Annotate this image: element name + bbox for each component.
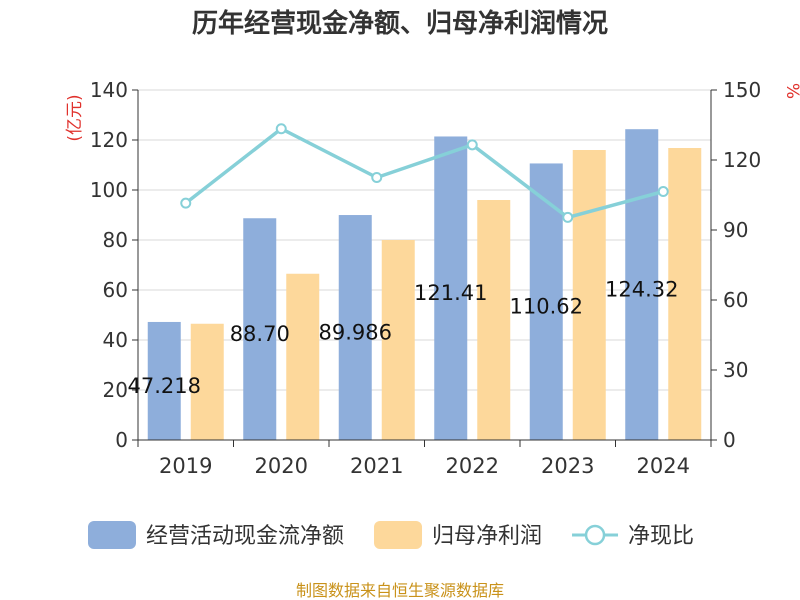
axes: 0 20 40 60 80 100 120 140 0 30 60 90 120 150 2019 2020 2… — [65, 78, 800, 478]
x-tick-label: 2021 — [350, 454, 403, 478]
bar — [625, 129, 659, 440]
right-tick-label: 60 — [723, 288, 748, 312]
right-tick-label: 120 — [723, 148, 761, 172]
data-label: 89.986 — [319, 321, 392, 345]
ratio-point — [657, 186, 669, 197]
ratio-point — [562, 211, 574, 223]
x-tick-label: 2022 — [446, 454, 499, 478]
bar — [190, 323, 224, 440]
legend: 经营活动现金流净额 归母净利润 净现比 — [88, 521, 694, 549]
x-tick-label: 2023 — [541, 454, 594, 478]
ratio-point — [466, 139, 478, 151]
grid-lines — [138, 89, 711, 441]
bar — [668, 148, 702, 440]
left-tick-label: 0 — [115, 428, 128, 452]
bar — [286, 273, 320, 440]
left-tick-label: 80 — [103, 228, 128, 252]
left-tick-label: 40 — [103, 328, 128, 352]
legend-label: 经营活动现金流净额 — [146, 524, 344, 549]
right-tick-label: 150 — [723, 78, 761, 102]
bar — [338, 215, 372, 440]
bar — [243, 218, 277, 440]
left-tick-label: 120 — [90, 128, 128, 152]
ratio-point — [275, 123, 287, 135]
ratio-line-path — [184, 126, 664, 220]
left-tick-label: 140 — [90, 78, 128, 102]
data-label: 121.41 — [414, 281, 487, 305]
right-tick-label: 30 — [723, 358, 748, 382]
x-tick-label: 2024 — [637, 454, 690, 478]
left-tick-label: 60 — [103, 278, 128, 302]
right-tick-label: 0 — [723, 428, 736, 452]
ratio-point — [371, 172, 383, 183]
bars — [147, 129, 702, 440]
source-note: 制图数据来自恒生聚源数据库 — [296, 581, 504, 600]
x-tick-label: 2020 — [255, 454, 308, 478]
left-tick-label: 100 — [90, 178, 128, 202]
x-tick-label: 2019 — [159, 454, 212, 478]
bar — [434, 136, 468, 440]
ratio-point — [180, 197, 192, 209]
legend-swatch — [374, 521, 423, 549]
data-label: 110.62 — [510, 295, 583, 319]
bar — [572, 150, 606, 440]
data-label: 88.70 — [230, 322, 290, 346]
chart-title: 历年经营现金净额、归母净利润情况 — [192, 8, 608, 39]
bar — [147, 321, 181, 440]
left-tick-label: 20 — [103, 378, 128, 402]
right-tick-label: 90 — [723, 218, 748, 242]
bar — [381, 240, 415, 440]
data-label: 47.218 — [128, 374, 201, 398]
right-axis-unit: % — [782, 83, 800, 99]
legend-label: 归母净利润 — [432, 524, 542, 549]
bar — [477, 200, 511, 440]
data-labels: 47.218 88.70 89.986 121.41 110.62 124.32 — [128, 278, 679, 398]
legend-label: 净现比 — [628, 524, 694, 549]
legend-line-marker — [584, 524, 606, 546]
left-axis-unit: (亿元) — [65, 94, 85, 141]
legend-swatch — [88, 521, 136, 549]
ratio-line — [180, 123, 669, 223]
data-label: 124.32 — [605, 278, 678, 302]
